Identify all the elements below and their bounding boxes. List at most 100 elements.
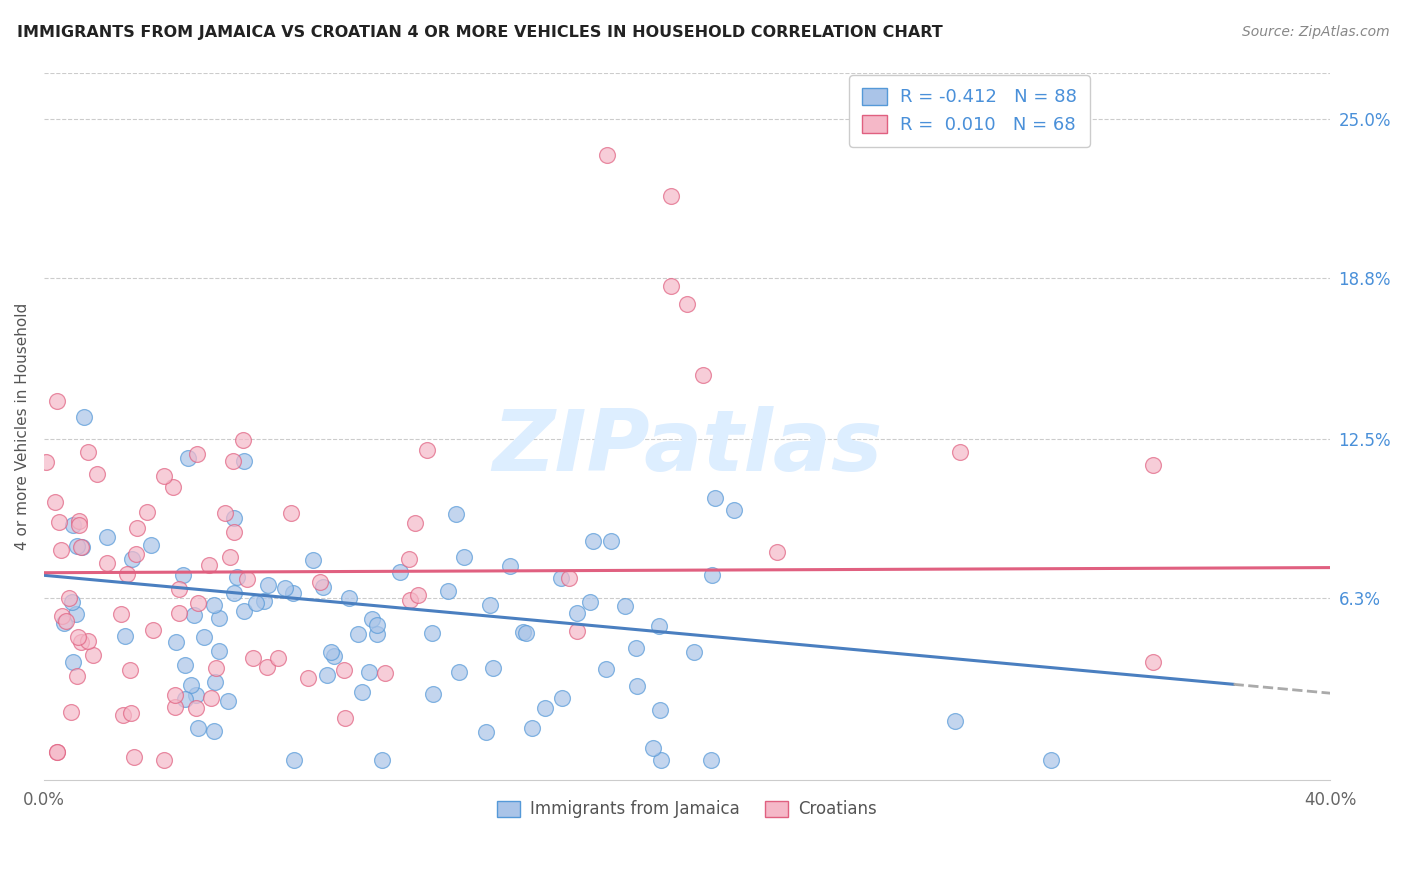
Point [437, 584, 460, 599]
Point [163, 688, 186, 702]
Point [699, 753, 721, 767]
Point [322, 648, 344, 663]
Point [692, 368, 714, 383]
Point [347, 627, 370, 641]
Point [115, 567, 138, 582]
Point [565, 624, 588, 639]
Point [208, 611, 231, 625]
Point [172, 568, 194, 582]
Point [153, 469, 176, 483]
Point [624, 640, 647, 655]
Point [35, 455, 58, 469]
Point [67, 514, 90, 528]
Point [219, 550, 242, 565]
Point [579, 595, 602, 609]
Point [200, 690, 222, 705]
Point [252, 594, 274, 608]
Point [152, 753, 174, 767]
Text: ZIPatlas: ZIPatlas [492, 407, 882, 490]
Point [422, 687, 444, 701]
Point [534, 701, 557, 715]
Point [280, 506, 302, 520]
Point [49, 542, 72, 557]
Point [420, 626, 443, 640]
Text: IMMIGRANTS FROM JAMAICA VS CROATIAN 4 OR MORE VEHICLES IN HOUSEHOLD CORRELATION : IMMIGRANTS FROM JAMAICA VS CROATIAN 4 OR… [17, 25, 942, 40]
Point [65, 607, 87, 621]
Point [69, 541, 91, 555]
Point [499, 559, 522, 574]
Point [120, 706, 142, 721]
Point [245, 596, 267, 610]
Point [582, 533, 605, 548]
Point [626, 679, 648, 693]
Point [183, 607, 205, 622]
Point [339, 591, 361, 606]
Point [256, 659, 278, 673]
Point [86, 467, 108, 481]
Point [214, 506, 236, 520]
Point [62, 518, 84, 533]
Point [122, 750, 145, 764]
Point [222, 454, 245, 468]
Point [550, 571, 572, 585]
Point [297, 671, 319, 685]
Point [274, 581, 297, 595]
Point [197, 558, 219, 572]
Point [121, 552, 143, 566]
Point [167, 582, 190, 596]
Point [66, 539, 89, 553]
Point [335, 711, 357, 725]
Point [267, 650, 290, 665]
Point [1142, 458, 1164, 472]
Point [135, 505, 157, 519]
Point [222, 586, 245, 600]
Point [69, 635, 91, 649]
Text: Source: ZipAtlas.com: Source: ZipAtlas.com [1241, 25, 1389, 39]
Point [565, 606, 588, 620]
Point [232, 454, 254, 468]
Point [676, 296, 699, 310]
Point [446, 507, 468, 521]
Point [352, 685, 374, 699]
Point [187, 722, 209, 736]
Point [186, 447, 208, 461]
Point [202, 724, 225, 739]
Point [309, 574, 332, 589]
Point [174, 658, 197, 673]
Point [648, 619, 671, 633]
Point [302, 553, 325, 567]
Point [66, 669, 89, 683]
Point [59, 705, 82, 719]
Point [60, 595, 83, 609]
Point [659, 278, 682, 293]
Point [167, 606, 190, 620]
Point [55, 614, 77, 628]
Point [595, 148, 617, 162]
Point [110, 607, 132, 621]
Point [62, 656, 84, 670]
Point [283, 753, 305, 767]
Point [187, 596, 209, 610]
Point [613, 599, 636, 614]
Point [186, 700, 208, 714]
Point [58, 591, 80, 605]
Point [72, 410, 94, 425]
Point [404, 516, 426, 530]
Point [512, 625, 534, 640]
Point [1142, 656, 1164, 670]
Point [51, 609, 73, 624]
Point [111, 707, 134, 722]
Point [595, 662, 617, 676]
Point [360, 612, 382, 626]
Point [398, 552, 420, 566]
Point [650, 753, 672, 767]
Point [389, 565, 412, 579]
Point [204, 674, 226, 689]
Point [139, 539, 162, 553]
Point [366, 627, 388, 641]
Point [173, 692, 195, 706]
Point [399, 592, 422, 607]
Point [332, 663, 354, 677]
Point [177, 450, 200, 465]
Point [453, 550, 475, 565]
